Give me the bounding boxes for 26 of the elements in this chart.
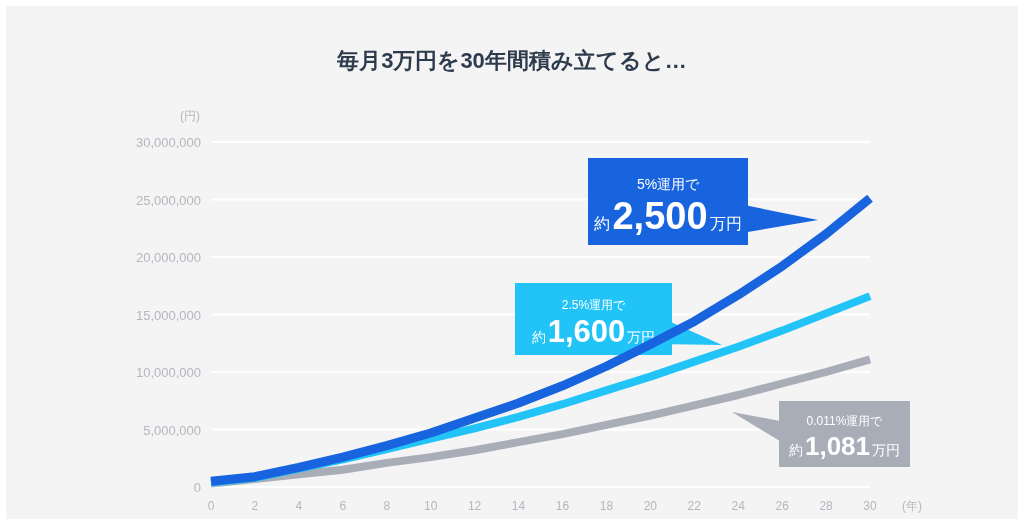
y-tick-label: 0	[193, 480, 201, 495]
x-tick-label: 28	[819, 499, 834, 513]
x-tick-label: 8	[383, 499, 391, 513]
x-tick-label: 22	[687, 499, 702, 513]
x-tick-label: 18	[599, 499, 614, 513]
x-tick-label: 4	[295, 499, 303, 513]
y-tick-label: 20,000,000	[135, 250, 201, 265]
y-tick-label: 10,000,000	[135, 365, 201, 380]
chart-title: 毎月3万円を30年間積み立てると…	[336, 48, 687, 73]
y-axis-title: (円)	[180, 109, 200, 123]
x-tick-label: 26	[775, 499, 790, 513]
x-tick-label: 24	[731, 499, 746, 513]
y-tick-label: 25,000,000	[135, 192, 201, 208]
x-tick-label: 12	[467, 499, 482, 513]
x-tick-label: 30	[863, 499, 877, 513]
x-tick-label: 2	[251, 499, 259, 513]
x-tick-label: 10	[423, 499, 438, 513]
x-tick-label: 14	[511, 499, 526, 513]
y-tick-label: 30,000,000	[135, 135, 201, 150]
x-tick-label: 6	[339, 499, 347, 513]
y-tick-label: 15,000,000	[135, 307, 201, 323]
x-tick-label: 16	[555, 499, 570, 513]
x-tick-label: 20	[643, 499, 658, 513]
x-tick-label: 0	[207, 499, 215, 513]
y-tick-label: 5,000,000	[143, 422, 201, 438]
x-axis-title: (年)	[902, 499, 922, 513]
